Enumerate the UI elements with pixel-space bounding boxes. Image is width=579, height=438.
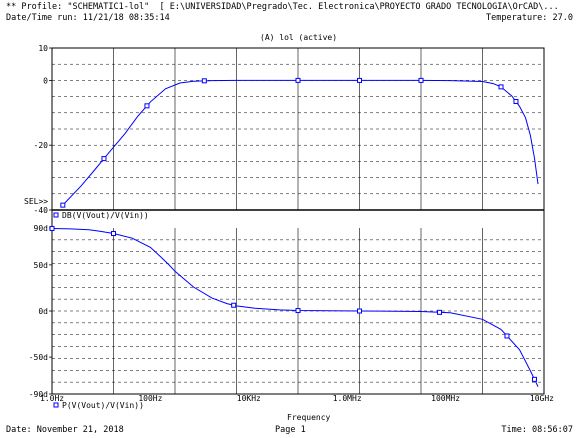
run-datetime: Date/Time run: 11/21/18 08:35:14 xyxy=(6,13,170,23)
series-marker xyxy=(513,99,519,105)
y-tick-label: -90d xyxy=(29,390,48,399)
profile-title: ** Profile: "SCHEMATIC1-lol" [ E:\UNIVER… xyxy=(6,2,559,12)
plot-frame xyxy=(51,47,545,395)
series-marker xyxy=(357,77,362,83)
footer-page: Page 1 xyxy=(275,425,306,435)
series-marker xyxy=(49,225,55,231)
series-marker xyxy=(357,308,362,314)
series-marker xyxy=(418,77,424,83)
x-ticks: 1.0Hz 100Hz 10KHz 1.0MHz 100MHz 10GHz xyxy=(40,394,554,403)
series-marker xyxy=(504,333,510,339)
x-tick-label: 1.0Hz xyxy=(40,394,64,403)
plot-title: (A) lol (active) xyxy=(260,33,337,42)
y-tick-label: -50d xyxy=(29,353,48,362)
y-ticks-bottom: 90d 50d 0d -50d -90d xyxy=(29,224,52,399)
footer-time: Time: 08:56:07 xyxy=(501,425,573,435)
series-marker xyxy=(201,78,207,84)
sel-marker: SEL>> xyxy=(24,197,48,206)
legend-label: P(V(Vout)/V(Vin)) xyxy=(62,401,144,410)
x-axis-label: Frequency xyxy=(287,413,331,422)
x-tick-label: 1.0MHz xyxy=(333,394,362,403)
legend-marker xyxy=(53,402,59,408)
series-line xyxy=(51,228,539,387)
y-tick-label: 10 xyxy=(38,44,48,53)
x-tick-label: 10KHz xyxy=(237,394,261,403)
y-tick-label: 50d xyxy=(34,261,49,270)
x-tick-label: 100Hz xyxy=(138,394,162,403)
legend-label: DB(V(Vout)/V(Vin)) xyxy=(62,211,149,220)
legend-magnitude: DB(V(Vout)/V(Vin)) xyxy=(53,211,149,220)
series-line xyxy=(62,79,539,206)
series-marker xyxy=(111,231,116,237)
y-ticks-top: 10 0 -20 -40 xyxy=(34,44,52,215)
grid-top xyxy=(52,48,544,210)
y-tick-label: 0d xyxy=(38,307,48,316)
series-marker xyxy=(498,84,504,90)
series-marker xyxy=(437,309,443,315)
series-marker xyxy=(231,302,237,308)
trace-magnitude xyxy=(60,77,539,208)
y-tick-label: -40 xyxy=(34,206,49,215)
x-tick-label: 10GHz xyxy=(530,394,554,403)
legend-phase: P(V(Vout)/V(Vin)) xyxy=(53,401,144,410)
y-tick-label: 90d xyxy=(34,224,49,233)
series-marker xyxy=(531,376,537,382)
legend-marker xyxy=(53,212,59,218)
series-marker xyxy=(295,77,301,83)
trace-phase xyxy=(49,225,539,387)
temperature: Temperature: 27.0 xyxy=(486,13,573,23)
footer-date: Date: November 21, 2018 xyxy=(6,425,124,435)
y-tick-label: 0 xyxy=(43,76,48,85)
y-tick-label: -20 xyxy=(34,141,49,150)
x-tick-label: 100MHz xyxy=(431,394,460,403)
series-marker xyxy=(101,156,107,162)
series-marker xyxy=(60,202,66,208)
series-marker xyxy=(295,308,301,314)
series-marker xyxy=(144,103,150,109)
